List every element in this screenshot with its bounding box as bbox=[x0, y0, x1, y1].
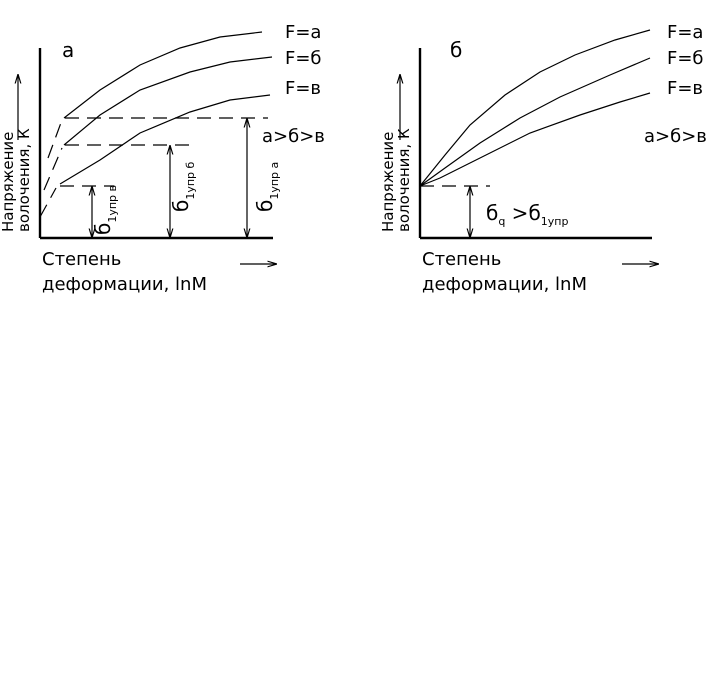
relation: а>б>в bbox=[644, 126, 707, 147]
curve-extrapolation bbox=[43, 147, 63, 191]
curve bbox=[419, 29, 651, 187]
x-axis-label: деформации, lnM bbox=[42, 274, 207, 295]
stress-symbol: >б bbox=[505, 201, 540, 225]
curve-extrapolation bbox=[47, 119, 63, 159]
curve-label: F=в bbox=[667, 78, 703, 99]
y-axis-label: волочения, К bbox=[15, 128, 33, 232]
panel-a: а F=а F=б F=в а>б>в Напряжение волочения… bbox=[0, 22, 325, 295]
relation: а>б>в bbox=[262, 126, 325, 147]
curve-extrapolation bbox=[39, 187, 57, 218]
x-axis-label: Степень bbox=[42, 249, 121, 270]
curve bbox=[419, 57, 651, 187]
stress-label: б1упр а bbox=[253, 162, 281, 212]
stress-symbol: б bbox=[486, 201, 498, 225]
y-axis-label: Напряжение bbox=[379, 132, 397, 232]
curve bbox=[63, 31, 263, 119]
stress-symbol: б bbox=[169, 200, 193, 212]
stress-symbol: б bbox=[253, 200, 277, 212]
stress-symbol: б bbox=[91, 223, 115, 235]
curve-label: F=в bbox=[285, 78, 321, 99]
panel-label: а bbox=[62, 38, 74, 62]
y-axis-label: Напряжение bbox=[0, 132, 17, 232]
stress-label: б1упр в bbox=[91, 185, 119, 235]
panel-b: б F=а F=б F=в а>б>в Напряжение волочения… bbox=[379, 22, 707, 295]
stress-subscript: 1упр bbox=[541, 215, 569, 228]
x-axis-label: Степень bbox=[422, 249, 501, 270]
curve-label: F=а bbox=[285, 22, 321, 43]
stress-subscript: q bbox=[498, 215, 505, 228]
curve bbox=[59, 94, 271, 185]
stress-relation: бq >б1упр bbox=[486, 201, 568, 228]
stress-subscript: 1упр в bbox=[106, 185, 119, 223]
curve bbox=[419, 92, 651, 187]
curve-label: F=а bbox=[667, 22, 703, 43]
stress-label: б1упр б bbox=[169, 161, 197, 212]
y-axis-label: волочения, К bbox=[395, 128, 413, 232]
curve bbox=[63, 56, 273, 146]
x-axis-label: деформации, lnM bbox=[422, 274, 587, 295]
panel-label: б bbox=[450, 38, 462, 62]
curve-label: F=б bbox=[667, 48, 704, 69]
stress-subscript: 1упр а bbox=[268, 162, 281, 200]
curve-label: F=б bbox=[285, 48, 322, 69]
stress-subscript: 1упр б bbox=[184, 161, 197, 199]
